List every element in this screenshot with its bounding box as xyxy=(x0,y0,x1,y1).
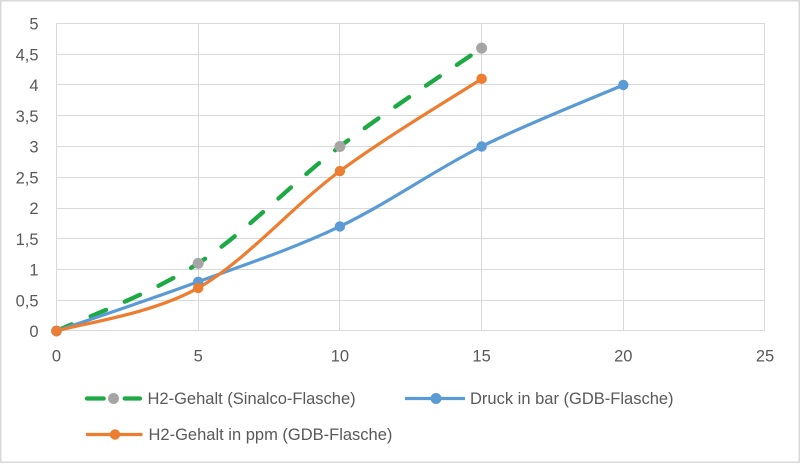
svg-text:0: 0 xyxy=(52,348,61,366)
svg-text:0,5: 0,5 xyxy=(16,292,39,310)
svg-text:2: 2 xyxy=(29,200,38,218)
svg-text:5: 5 xyxy=(29,16,38,34)
svg-text:5: 5 xyxy=(194,348,203,366)
svg-text:2,5: 2,5 xyxy=(16,169,39,187)
svg-text:25: 25 xyxy=(756,348,774,366)
svg-text:1: 1 xyxy=(29,262,38,280)
svg-text:Druck in bar (GDB-Flasche): Druck in bar (GDB-Flasche) xyxy=(470,390,674,408)
svg-text:1,5: 1,5 xyxy=(16,231,39,249)
svg-text:0: 0 xyxy=(29,323,38,341)
svg-text:4,5: 4,5 xyxy=(16,46,39,64)
svg-text:10: 10 xyxy=(331,348,349,366)
svg-text:3,5: 3,5 xyxy=(16,108,39,126)
svg-text:H2-Gehalt in ppm (GDB-Flasche): H2-Gehalt in ppm (GDB-Flasche) xyxy=(149,426,393,444)
svg-text:4: 4 xyxy=(29,77,38,95)
svg-text:20: 20 xyxy=(614,348,632,366)
svg-text:15: 15 xyxy=(472,348,490,366)
svg-text:H2-Gehalt (Sinalco-Flasche): H2-Gehalt (Sinalco-Flasche) xyxy=(148,390,356,408)
svg-text:3: 3 xyxy=(29,139,38,157)
